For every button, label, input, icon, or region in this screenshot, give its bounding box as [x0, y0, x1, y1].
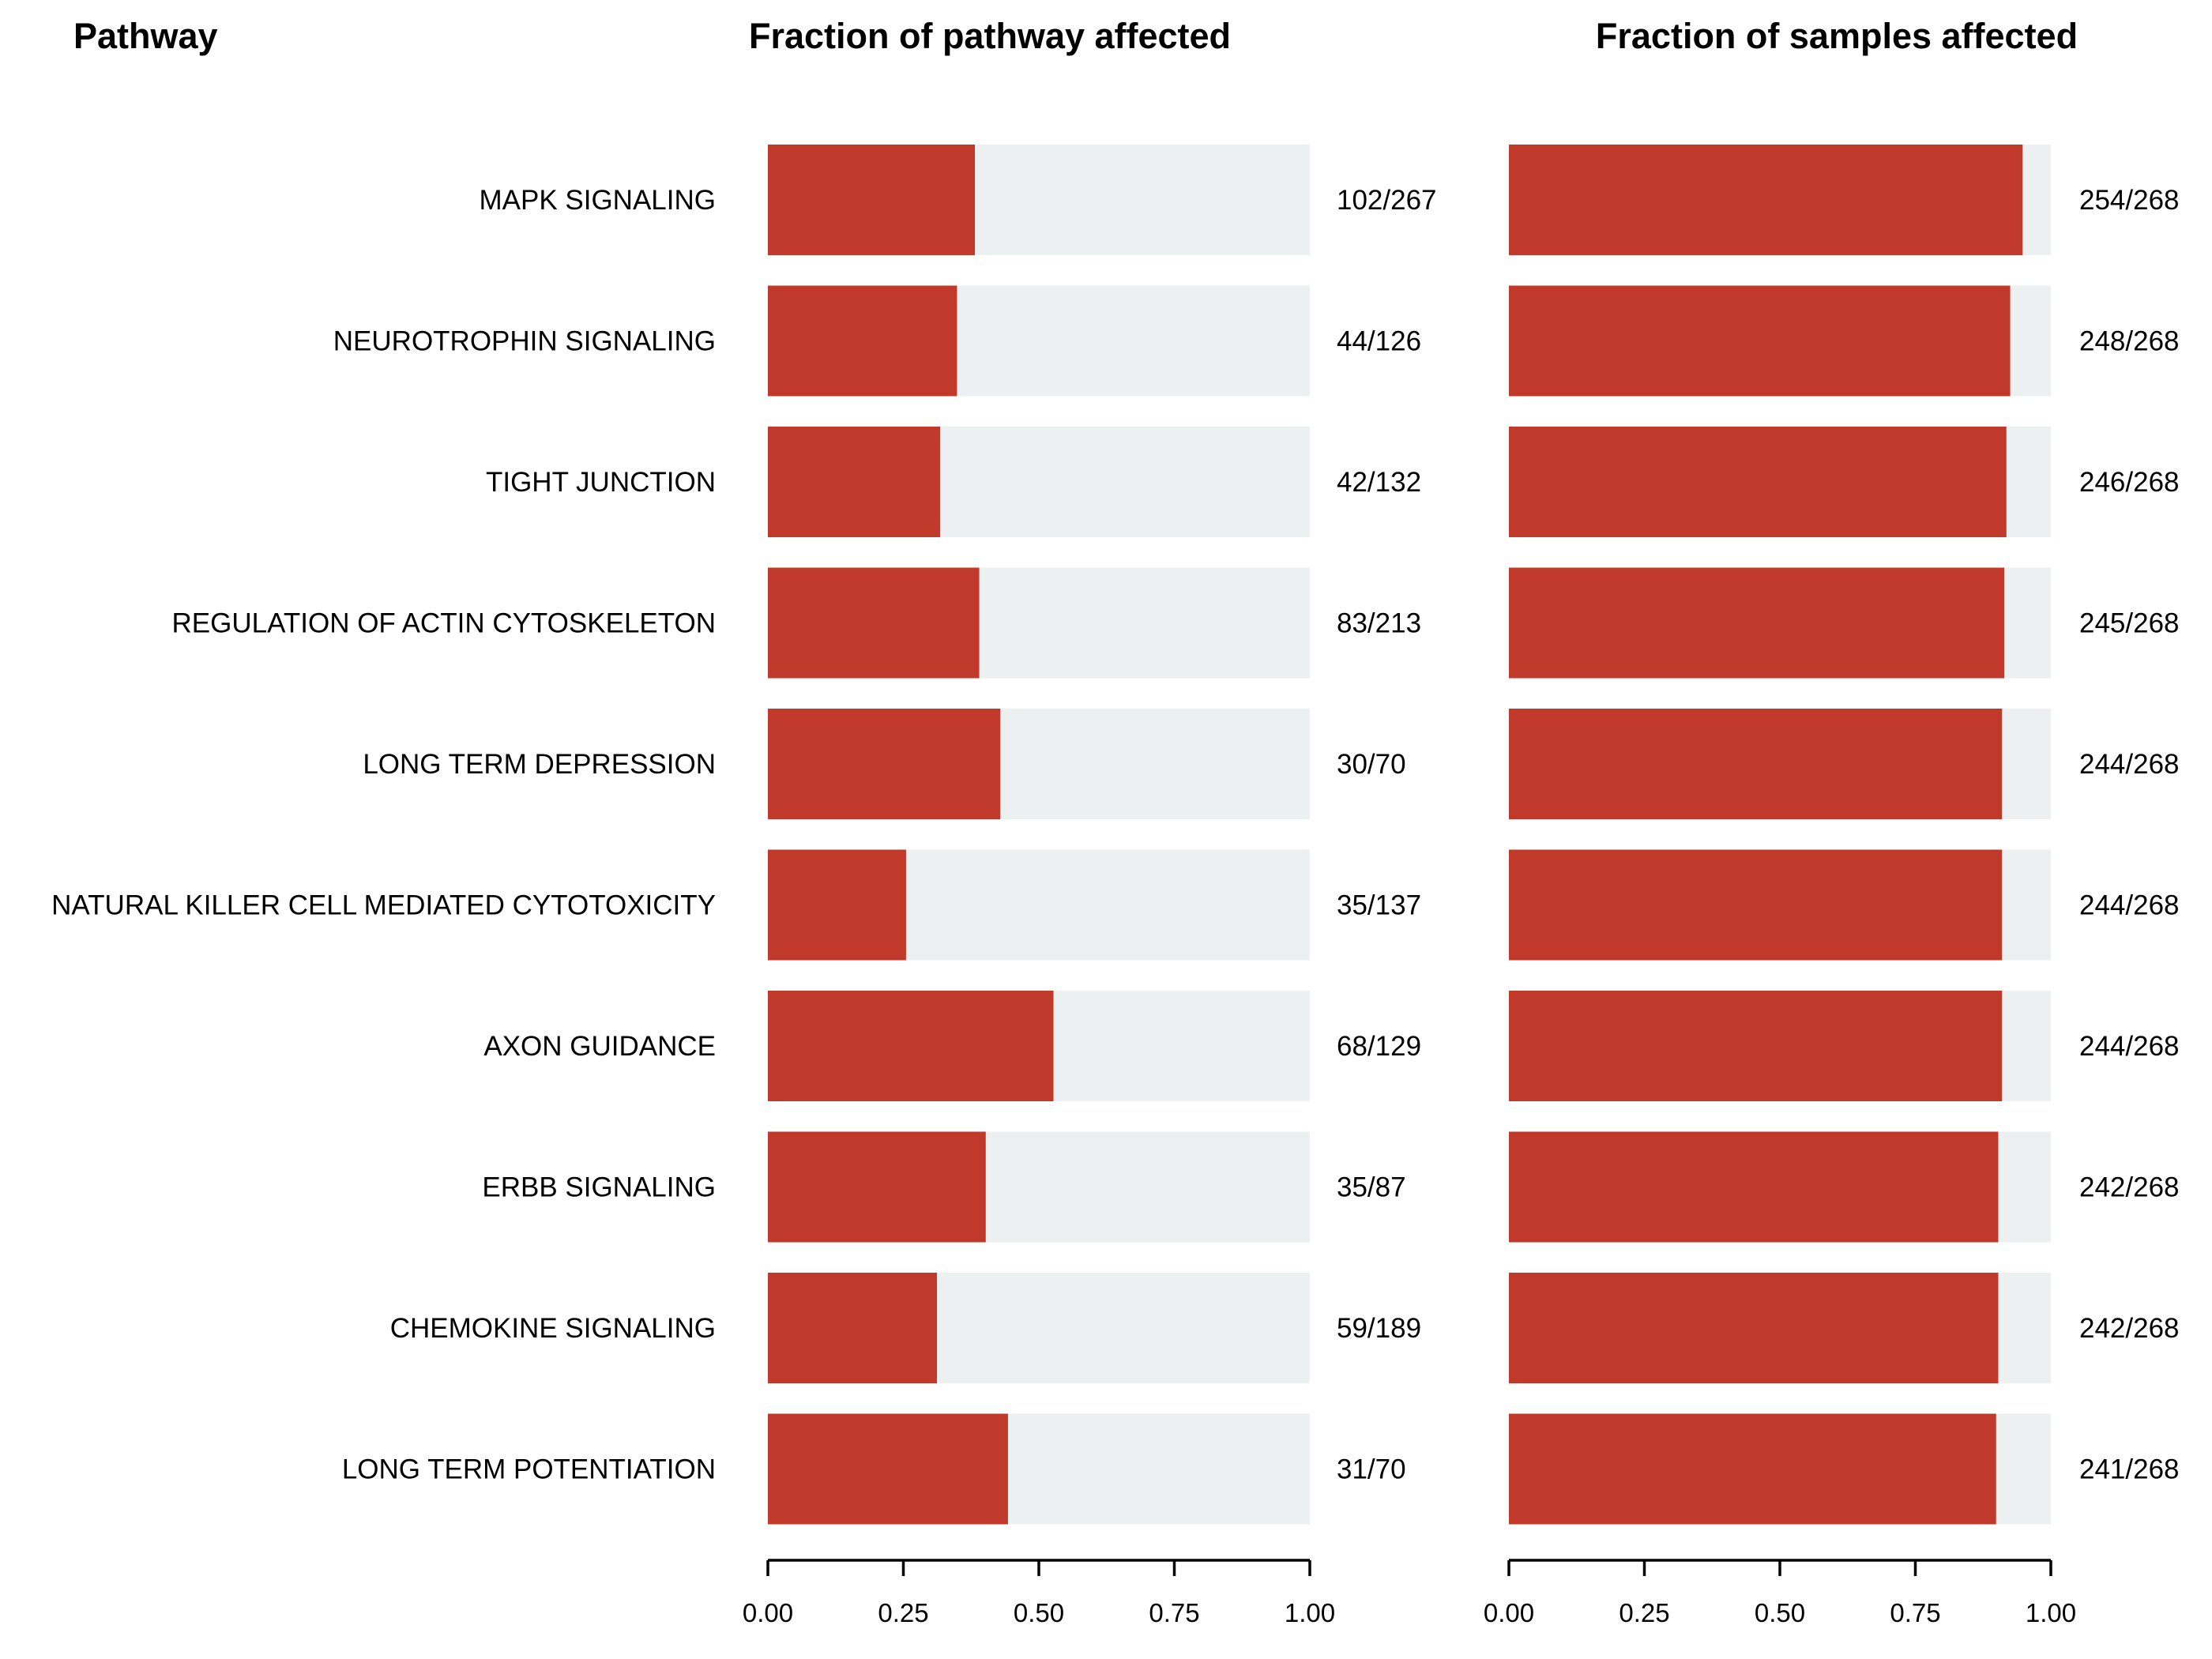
value-bar	[1509, 567, 2005, 679]
fraction-samples-header: Fraction of samples affected	[1596, 16, 2078, 56]
row-labels: MAPK SIGNALING NEUROTROPHIN SIGNALING TIGH…	[51, 185, 716, 1485]
pathway-header: Pathway	[73, 16, 218, 56]
x-tick-label: 0.75	[1890, 1598, 1940, 1627]
value-bar	[768, 849, 906, 961]
x-tick-label: 1.00	[2026, 1598, 2076, 1627]
count-label: 42/132	[1337, 467, 1421, 498]
count-label: 244/268	[2079, 749, 2180, 780]
value-bar	[768, 285, 957, 397]
value-bar	[768, 1273, 938, 1383]
count-label: 244/268	[2079, 890, 2180, 921]
x-tick-label: 1.00	[1285, 1598, 1335, 1627]
row-label: LONG TERM POTENTIATION	[342, 1454, 716, 1485]
pathway-fraction-panel: 102/267 44/126 42/132 83/213 30/70 35/137 68/1…	[743, 145, 1437, 1627]
count-label: 31/70	[1337, 1454, 1406, 1485]
count-label: 241/268	[2079, 1454, 2180, 1485]
x-tick-label: 0.00	[743, 1598, 793, 1627]
count-label: 44/126	[1337, 326, 1421, 357]
row-label: LONG TERM DEPRESSION	[363, 749, 716, 780]
value-bar	[1509, 991, 2003, 1101]
x-tick-label: 0.50	[1014, 1598, 1064, 1627]
count-label: 59/189	[1337, 1313, 1421, 1344]
x-tick-label: 0.25	[878, 1598, 928, 1627]
row-label: NATURAL KILLER CELL MEDIATED CYTOTOXICIT…	[51, 890, 716, 921]
value-bar	[1509, 1131, 1999, 1243]
count-label: 254/268	[2079, 185, 2180, 216]
value-bar	[768, 1413, 1008, 1525]
value-bar	[1509, 1413, 1996, 1525]
row-label: ERBB SIGNALING	[482, 1172, 716, 1203]
row-label: CHEMOKINE SIGNALING	[390, 1313, 716, 1344]
value-bar	[1509, 427, 2007, 537]
value-bar	[768, 709, 1001, 819]
value-bar	[768, 145, 976, 255]
value-bar	[1509, 1273, 1999, 1383]
value-bar	[1509, 145, 2023, 255]
value-bar	[1509, 849, 2003, 961]
count-label: 242/268	[2079, 1172, 2180, 1203]
count-label: 244/268	[2079, 1031, 2180, 1062]
x-tick-label: 0.50	[1755, 1598, 1805, 1627]
count-label: 30/70	[1337, 749, 1406, 780]
sample-fraction-panel: 254/268 248/268 246/268 245/268 244/268 244/2…	[1484, 145, 2180, 1627]
count-label: 68/129	[1337, 1031, 1421, 1062]
count-label: 248/268	[2079, 326, 2180, 357]
value-bar	[768, 991, 1054, 1101]
count-label: 83/213	[1337, 608, 1421, 639]
value-bar	[768, 1131, 986, 1243]
value-bar	[768, 427, 941, 537]
x-tick-label: 0.25	[1619, 1598, 1669, 1627]
count-label: 242/268	[2079, 1313, 2180, 1344]
value-bar	[768, 567, 980, 679]
count-label: 246/268	[2079, 467, 2180, 498]
row-label: AXON GUIDANCE	[483, 1031, 716, 1062]
count-label: 102/267	[1337, 185, 1437, 216]
row-label: REGULATION OF ACTIN CYTOSKELETON	[172, 608, 716, 639]
value-bar	[1509, 285, 2011, 397]
row-label: NEUROTROPHIN SIGNALING	[333, 326, 716, 357]
row-label: TIGHT JUNCTION	[486, 467, 716, 498]
count-label: 245/268	[2079, 608, 2180, 639]
count-label: 35/87	[1337, 1172, 1406, 1203]
x-tick-label: 0.75	[1149, 1598, 1199, 1627]
x-tick-label: 0.00	[1484, 1598, 1534, 1627]
count-label: 35/137	[1337, 890, 1421, 921]
fraction-pathway-header: Fraction of pathway affected	[749, 16, 1231, 56]
row-label: MAPK SIGNALING	[479, 185, 716, 216]
value-bar	[1509, 709, 2003, 819]
